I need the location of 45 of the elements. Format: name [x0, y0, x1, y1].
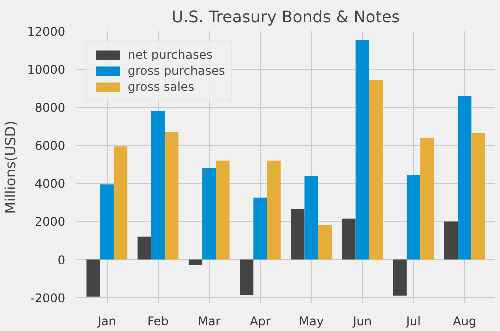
bar	[114, 146, 128, 260]
x-tick-label: Jan	[96, 314, 116, 328]
x-tick-label: Jul	[406, 314, 421, 328]
legend-label: gross purchases	[128, 64, 226, 78]
bar	[240, 260, 254, 295]
y-tick-label: 6000	[34, 139, 66, 154]
bar	[458, 96, 472, 260]
y-tick-label: 4000	[34, 177, 66, 192]
y-tick-label: -2000	[30, 291, 66, 306]
y-tick-label: 12000	[27, 25, 66, 39]
bar	[267, 160, 281, 260]
bar	[151, 111, 166, 260]
bar	[165, 132, 179, 260]
bar	[406, 175, 421, 260]
bar	[472, 133, 486, 260]
y-tick-label: 2000	[34, 215, 66, 230]
chart-title: U.S. Treasury Bonds & Notes	[172, 8, 400, 26]
bar	[188, 260, 203, 266]
y-axis-title: Millions(USD)	[3, 120, 20, 214]
y-tick-label: 10000	[27, 63, 66, 78]
bar	[318, 226, 332, 260]
bar	[100, 184, 114, 260]
bar	[369, 80, 384, 260]
bar	[254, 198, 268, 260]
x-tick-label: Mar	[198, 314, 221, 328]
bar	[420, 138, 434, 260]
x-tick-label: Feb	[148, 314, 169, 328]
legend-label: gross sales	[128, 80, 195, 94]
bar	[342, 218, 356, 260]
legend-label: net purchases	[128, 48, 213, 62]
bar	[444, 222, 458, 260]
x-tick-label: Jun	[352, 314, 372, 328]
y-tick-label: 0	[58, 253, 66, 268]
x-tick-label: May	[299, 314, 324, 328]
y-tick-label: 8000	[34, 101, 66, 116]
bar	[202, 168, 216, 260]
bar	[356, 40, 370, 260]
x-tick-label: Apr	[250, 314, 271, 328]
bar	[216, 160, 230, 260]
bar	[86, 260, 100, 297]
bar	[138, 236, 152, 260]
x-tick-label: Aug	[453, 314, 477, 328]
bar	[304, 176, 318, 260]
bar	[291, 209, 305, 260]
bar	[393, 260, 407, 296]
